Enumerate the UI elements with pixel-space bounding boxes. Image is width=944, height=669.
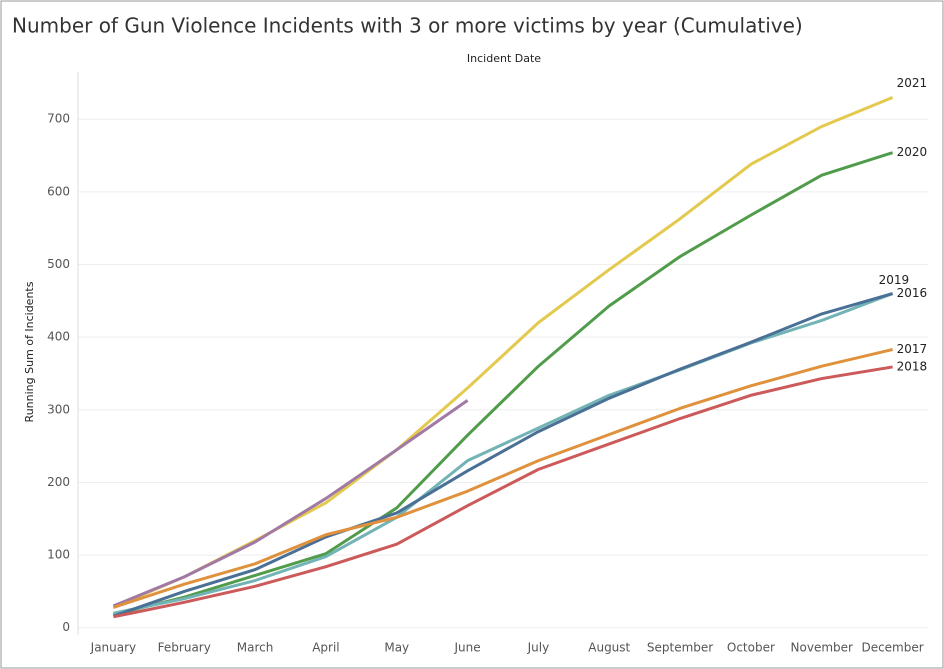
x-tick-label: June [454, 641, 481, 655]
y-tick-label: 500 [47, 257, 70, 271]
y-tick-label: 700 [47, 112, 70, 126]
y-tick-label: 400 [47, 330, 70, 344]
x-tick-label: November [791, 641, 853, 655]
x-tick-label: May [384, 641, 409, 655]
y-tick-label: 600 [47, 184, 70, 198]
line-end-label: 2016 [897, 286, 928, 300]
series-line [113, 151, 894, 617]
x-tick-label: October [727, 641, 775, 655]
line-end-label: 2021 [897, 76, 928, 90]
y-tick-label: 0 [62, 620, 70, 634]
line-end-label: 2020 [897, 145, 928, 159]
x-tick-label: April [312, 641, 339, 655]
line-end-label: 2017 [897, 342, 928, 356]
x-tick-label: December [861, 641, 923, 655]
x-tick-label: March [237, 641, 274, 655]
x-tick-label: February [158, 641, 211, 655]
series-line [112, 348, 893, 609]
x-tick-label: July [527, 641, 550, 655]
x-tick-label: August [588, 641, 630, 655]
x-tick-label: January [90, 641, 137, 655]
y-axis-title: Running Sum of Incidents [23, 281, 36, 422]
series-line [113, 365, 893, 619]
y-tick-label: 100 [47, 548, 70, 562]
line-end-label: 2018 [897, 359, 928, 373]
y-tick-label: 300 [47, 402, 70, 416]
y-tick-label: 200 [47, 475, 70, 489]
series-line [112, 292, 893, 618]
x-axis-title: Incident Date [467, 52, 541, 65]
series-line [112, 399, 469, 608]
chart-title: Number of Gun Violence Incidents with 3 … [12, 14, 803, 38]
line-end-label: 2019 [879, 273, 910, 287]
x-tick-label: September [647, 641, 713, 655]
series-line [113, 292, 894, 615]
